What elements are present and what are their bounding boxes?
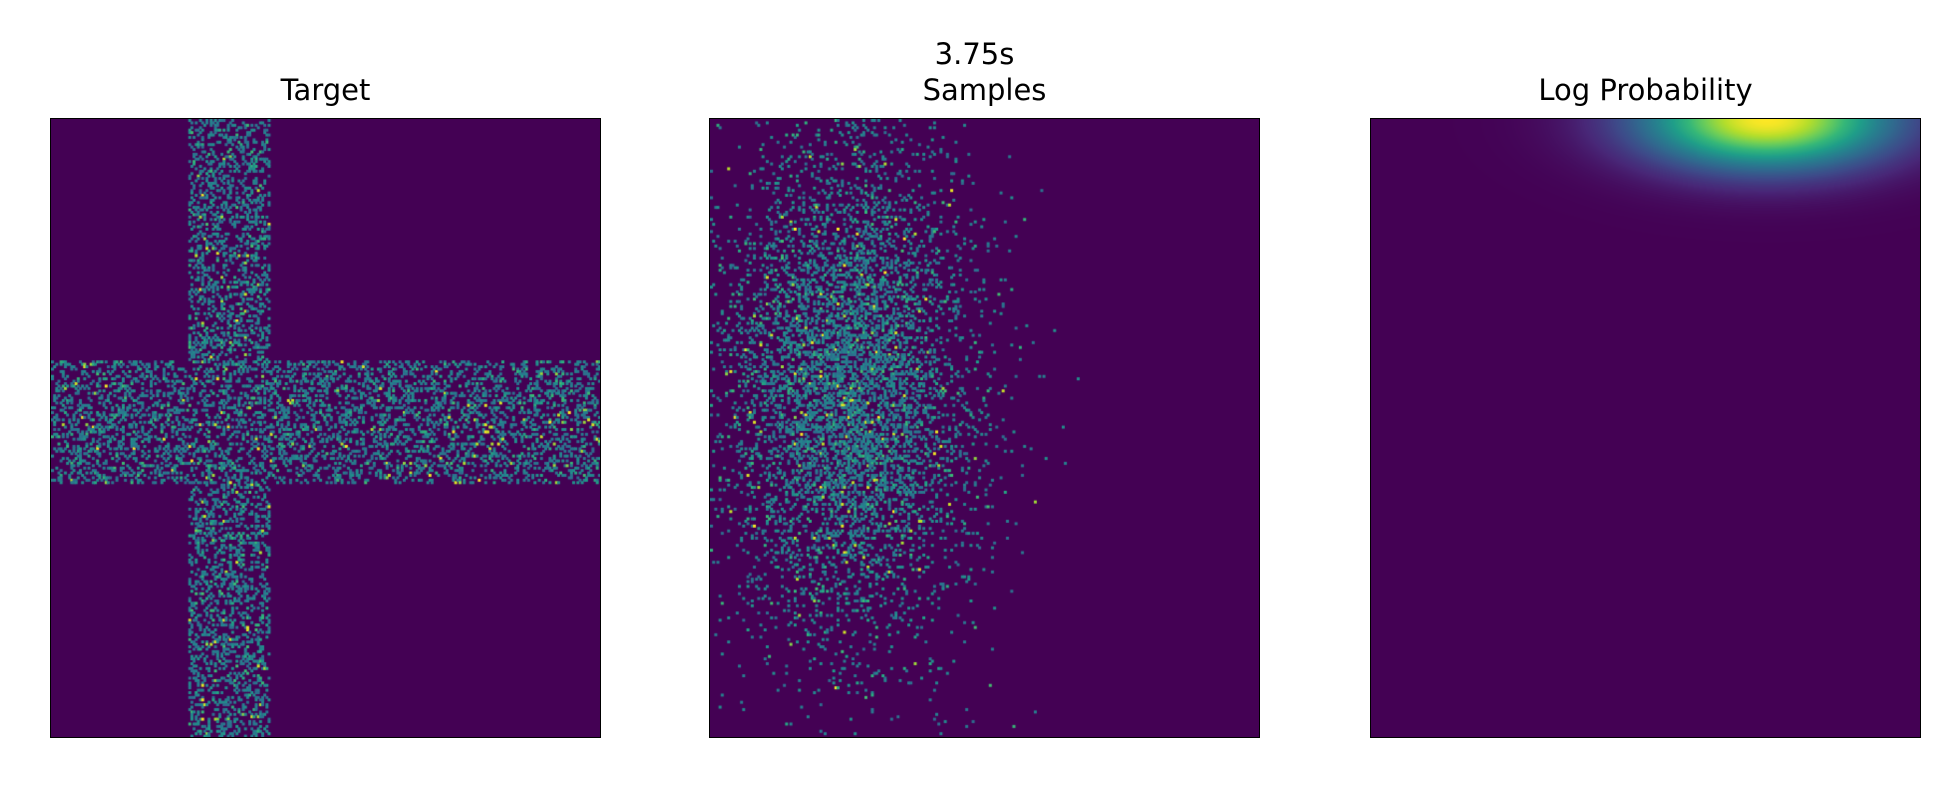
heatmap-samples-canvas (710, 119, 1259, 737)
heatmap-target (50, 118, 601, 738)
figure-title: 3.75s (934, 37, 1015, 71)
heatmap-log-probability-canvas (1371, 119, 1920, 737)
heatmap-target-canvas (51, 119, 600, 737)
heatmap-samples (709, 118, 1260, 738)
panel-title-log-probability: Log Probability (1538, 73, 1753, 107)
heatmap-log-probability (1370, 118, 1921, 738)
panel-title-samples: Samples (922, 73, 1047, 107)
panel-title-target: Target (280, 73, 371, 107)
